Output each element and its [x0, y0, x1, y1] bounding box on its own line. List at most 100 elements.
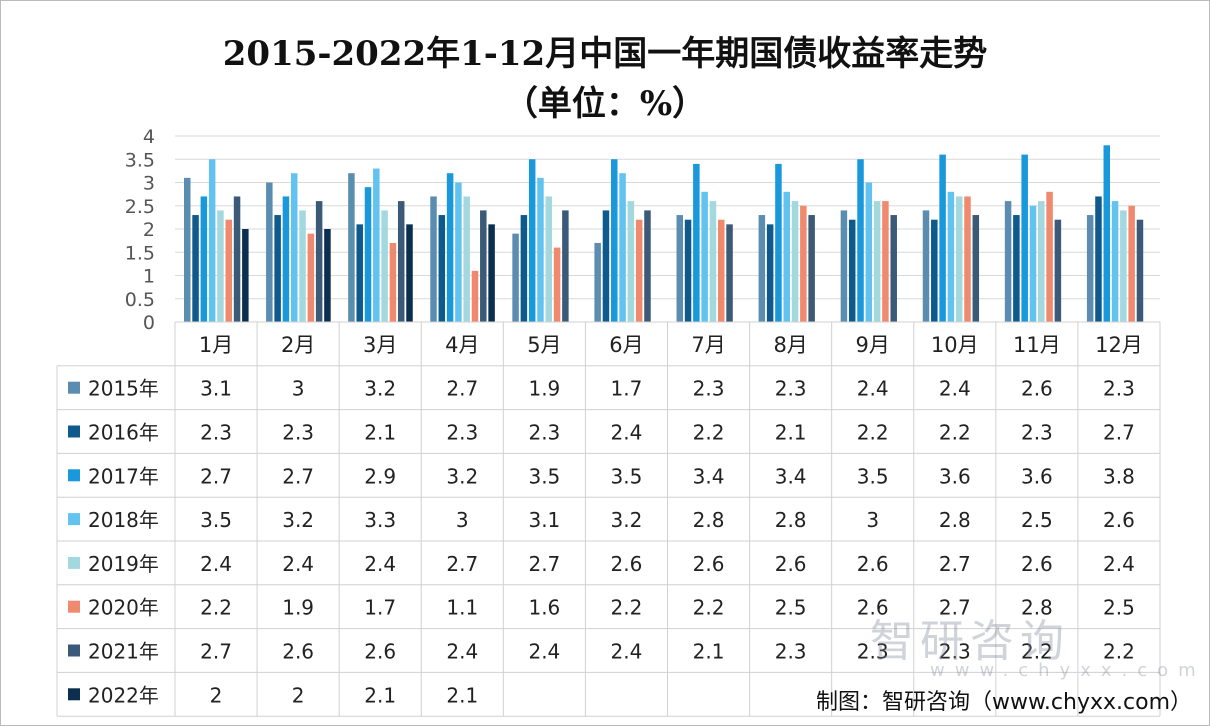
bar-2017年-11月 — [1021, 154, 1028, 322]
data-label: 2.3 — [200, 421, 232, 445]
data-label: 2 — [210, 683, 223, 707]
x-category-label: 9月 — [856, 333, 890, 357]
data-label: 2.1 — [775, 421, 807, 445]
data-label: 3.4 — [693, 464, 725, 488]
legend-label: 2020年 — [88, 596, 159, 620]
bar-2021年-5月 — [562, 210, 569, 322]
watermark-logo: 智研咨询 — [870, 616, 1070, 667]
bar-2018年-9月 — [865, 182, 873, 322]
data-label: 2.4 — [1103, 552, 1135, 576]
legend-label: 2017年 — [88, 464, 159, 488]
bar-2018年-3月 — [373, 168, 380, 322]
bar-2016年-10月 — [931, 219, 938, 322]
bar-2016年-4月 — [438, 215, 446, 322]
watermark-url: www.chyxx.com — [930, 660, 1206, 681]
bar-2022年-3月 — [406, 224, 413, 322]
bar-2017年-7月 — [693, 163, 700, 322]
y-tick-label: 0.5 — [125, 289, 155, 311]
bar-2021年-2月 — [315, 201, 323, 322]
bar-2022年-2月 — [324, 229, 331, 322]
data-label: 2.2 — [1021, 640, 1053, 664]
data-label: 2.3 — [857, 640, 889, 664]
bar-2021年-7月 — [726, 224, 733, 322]
bar-2015年-4月 — [430, 196, 437, 322]
data-label: 2.7 — [446, 377, 478, 401]
bar-2018年-8月 — [783, 191, 790, 322]
bar-2018年-10月 — [947, 191, 955, 322]
data-label: 3 — [866, 508, 879, 532]
bar-2016年-11月 — [1013, 215, 1020, 322]
data-label: 3.1 — [528, 508, 560, 532]
data-label: 2.3 — [939, 640, 971, 664]
data-label: 3.1 — [200, 377, 232, 401]
legend-swatch-2015年 — [68, 381, 80, 394]
bar-2021年-4月 — [480, 210, 487, 322]
y-tick-label: 3 — [143, 173, 155, 195]
data-label: 3.3 — [364, 508, 396, 532]
y-tick-label: 1.5 — [125, 242, 155, 264]
data-label: 3.2 — [282, 508, 314, 532]
data-label: 2.2 — [857, 421, 889, 445]
bar-2018年-12月 — [1111, 201, 1119, 322]
data-label: 2.7 — [446, 552, 478, 576]
data-label: 2.9 — [364, 464, 396, 488]
bar-2015年-5月 — [512, 233, 519, 322]
data-label: 2.4 — [939, 377, 971, 401]
data-label: 2.1 — [364, 421, 396, 445]
legend-swatch-2016年 — [68, 425, 80, 438]
bar-2015年-9月 — [840, 210, 848, 322]
bar-2019年-12月 — [1120, 210, 1127, 322]
bar-2018年-5月 — [537, 177, 544, 322]
data-label: 2.2 — [200, 596, 232, 620]
data-label: 2.6 — [857, 596, 889, 620]
legend-label: 2015年 — [88, 377, 159, 401]
bar-2015年-12月 — [1086, 215, 1094, 322]
data-label: 2.3 — [775, 640, 807, 664]
data-label: 2.1 — [446, 683, 478, 707]
x-category-label: 12月 — [1095, 333, 1143, 357]
data-label: 2.8 — [1021, 596, 1053, 620]
y-tick-label: 2 — [143, 219, 155, 241]
legend-swatch-2018年 — [68, 513, 80, 526]
bar-2015年-7月 — [676, 215, 683, 322]
y-tick-label: 3.5 — [125, 149, 155, 171]
bar-2020年-2月 — [307, 233, 315, 322]
bar-2019年-10月 — [955, 196, 963, 322]
data-label: 2.7 — [528, 552, 560, 576]
bar-2019年-5月 — [545, 196, 553, 322]
bar-2019年-8月 — [791, 201, 799, 322]
bar-2017年-10月 — [939, 154, 946, 322]
bar-2016年-7月 — [684, 219, 692, 322]
data-label: 2.7 — [200, 464, 232, 488]
legend-swatch-2022年 — [68, 688, 80, 701]
data-label: 2.1 — [693, 640, 725, 664]
bar-2020年-7月 — [718, 219, 725, 322]
bar-2018年-1月 — [208, 159, 216, 322]
legend-swatch-2020年 — [68, 600, 80, 613]
data-label: 2.5 — [1103, 596, 1135, 620]
bar-2015年-2月 — [266, 182, 273, 322]
data-label: 2.6 — [775, 552, 807, 576]
chart-title: 2015-2022年1-12月中国一年期国债收益率走势 — [222, 34, 988, 74]
legend-swatch-2017年 — [68, 469, 80, 482]
data-label: 2.3 — [693, 377, 725, 401]
chart-unit: （单位：%） — [503, 84, 707, 124]
data-label: 2.4 — [528, 640, 560, 664]
data-label: 1.7 — [611, 377, 643, 401]
bar-2019年-7月 — [709, 201, 717, 322]
bar-2015年-11月 — [1004, 201, 1012, 322]
data-label: 2.2 — [693, 596, 725, 620]
data-label: 3.8 — [1103, 464, 1135, 488]
bar-2019年-11月 — [1038, 201, 1045, 322]
bar-2016年-3月 — [356, 224, 363, 322]
data-label: 3.6 — [1021, 464, 1053, 488]
data-label: 3.5 — [528, 464, 560, 488]
data-label: 1.9 — [528, 377, 560, 401]
bar-2018年-7月 — [701, 191, 708, 322]
bar-2021年-1月 — [233, 196, 241, 322]
bar-2021年-3月 — [397, 201, 405, 322]
bar-2017年-2月 — [282, 196, 290, 322]
legend-label: 2021年 — [88, 640, 159, 664]
x-category-label: 6月 — [609, 333, 643, 357]
data-label: 3 — [292, 377, 305, 401]
